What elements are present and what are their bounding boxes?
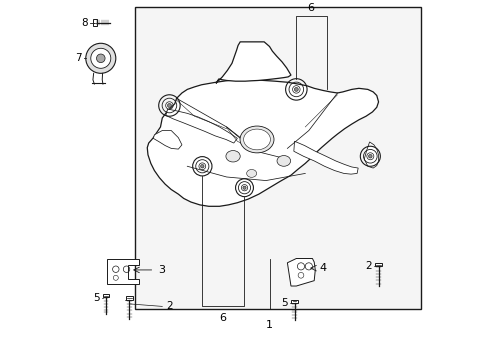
Polygon shape: [107, 259, 139, 284]
Text: 5: 5: [93, 293, 99, 303]
Ellipse shape: [225, 150, 240, 162]
Circle shape: [96, 54, 105, 63]
Text: 6: 6: [306, 3, 313, 13]
Text: 5: 5: [280, 298, 287, 308]
Circle shape: [200, 165, 203, 168]
Text: 3: 3: [158, 265, 164, 275]
Polygon shape: [287, 258, 315, 286]
Polygon shape: [216, 42, 290, 83]
FancyBboxPatch shape: [93, 19, 97, 26]
Polygon shape: [147, 80, 378, 206]
FancyBboxPatch shape: [125, 296, 133, 300]
Circle shape: [243, 186, 245, 189]
Polygon shape: [364, 142, 378, 168]
Polygon shape: [165, 109, 237, 143]
Text: 1: 1: [265, 320, 272, 330]
FancyBboxPatch shape: [102, 294, 109, 297]
Text: 2: 2: [165, 301, 172, 311]
Circle shape: [85, 43, 116, 73]
Ellipse shape: [246, 170, 256, 177]
Circle shape: [167, 104, 171, 107]
Text: 4: 4: [319, 263, 326, 273]
Text: 6: 6: [219, 313, 226, 323]
Ellipse shape: [277, 156, 290, 166]
Ellipse shape: [240, 126, 273, 153]
Ellipse shape: [243, 129, 270, 150]
Text: 8: 8: [81, 18, 88, 28]
Circle shape: [368, 154, 371, 158]
Circle shape: [294, 87, 298, 91]
Polygon shape: [153, 131, 182, 149]
Bar: [135, 7, 421, 309]
Text: 2: 2: [364, 261, 371, 271]
Text: 7: 7: [76, 53, 82, 63]
FancyBboxPatch shape: [374, 263, 381, 266]
Polygon shape: [293, 141, 357, 174]
Circle shape: [91, 48, 111, 68]
FancyBboxPatch shape: [291, 300, 297, 303]
